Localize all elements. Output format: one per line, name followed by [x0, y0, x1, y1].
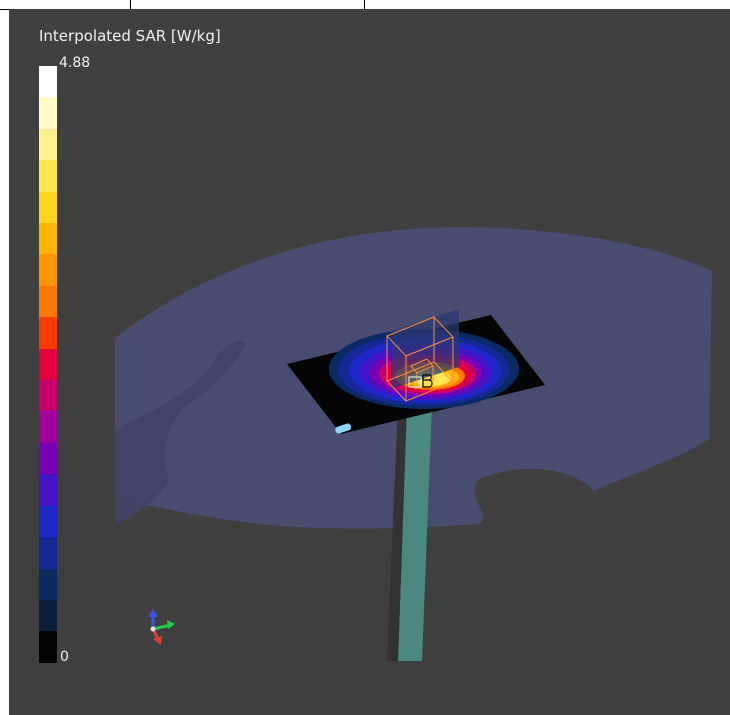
- antenna-wireframe: [386, 316, 454, 402]
- axis-orientation-triad[interactable]: [139, 607, 179, 647]
- colorbar-segment: [39, 254, 57, 286]
- colorbar-segment: [39, 191, 57, 224]
- colorbar-segment: [39, 568, 57, 600]
- colorbar-segment: [39, 223, 57, 255]
- colorbar-min-label: 0: [60, 649, 69, 665]
- table-cell-divider: [130, 0, 131, 10]
- axis-y-arrow: [167, 620, 175, 629]
- colorbar-segment: [39, 348, 57, 381]
- colorbar-segment: [39, 631, 57, 663]
- sar-colorbar: [39, 66, 57, 663]
- colorbar-segment: [39, 97, 57, 129]
- colorbar-segment: [39, 285, 57, 318]
- phantom-edge-shadow: [115, 341, 246, 524]
- colorbar-segment: [39, 66, 57, 98]
- colorbar-segment: [39, 442, 57, 475]
- dipole-holder-post-side: [387, 404, 407, 661]
- colorbar-segment: [39, 128, 57, 161]
- colorbar-segment: [39, 505, 57, 538]
- colorbar-segment: [39, 599, 57, 632]
- colorbar-segment: [39, 160, 57, 192]
- colorbar-title: Interpolated SAR [W/kg]: [39, 27, 221, 45]
- dipole-holder-post-front: [398, 404, 432, 661]
- colorbar-segment: [39, 537, 57, 569]
- axis-origin: [150, 626, 156, 632]
- colorbar-max-label: 4.88: [59, 55, 91, 71]
- colorbar-segment: [39, 380, 57, 412]
- colorbar-segment: [39, 411, 57, 443]
- sar-scene[interactable]: [9, 9, 730, 715]
- axis-x-arrow: [153, 636, 162, 645]
- colorbar-segment: [39, 317, 57, 349]
- probe-marker: [408, 374, 433, 388]
- vertical-slice-plane: [391, 309, 459, 389]
- 3d-viewport[interactable]: Interpolated SAR [W/kg] 4.88 0: [9, 9, 730, 715]
- axis-z-arrow: [148, 609, 158, 617]
- feed-cylinder: [335, 423, 352, 434]
- colorbar-segment: [39, 474, 57, 506]
